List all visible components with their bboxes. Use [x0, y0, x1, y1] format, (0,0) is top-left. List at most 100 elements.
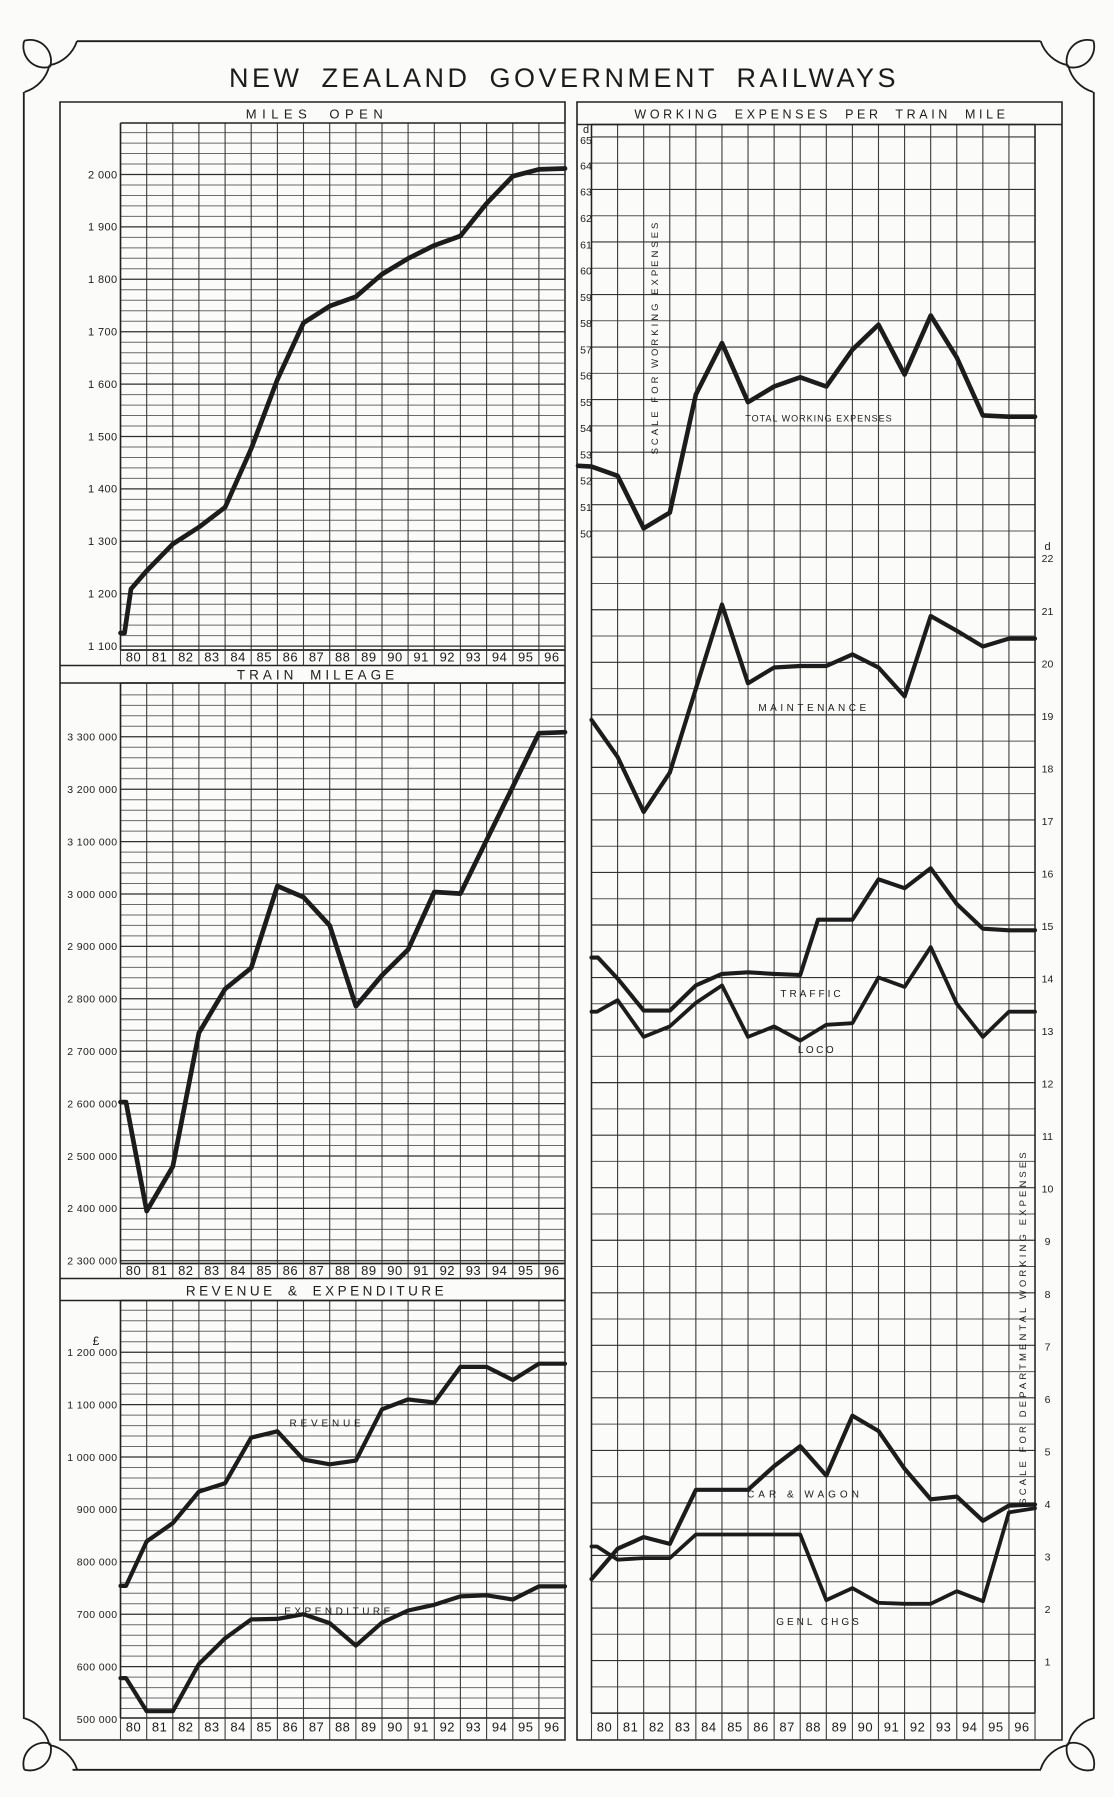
svg-text:91: 91 — [413, 1263, 428, 1278]
svg-text:90: 90 — [387, 650, 402, 665]
svg-text:SCALE FOR DEPARTMENTAL WORKING: SCALE FOR DEPARTMENTAL WORKING EXPENSES — [1018, 1149, 1029, 1504]
svg-text:88: 88 — [805, 1720, 820, 1735]
svg-text:1 500: 1 500 — [88, 431, 118, 443]
svg-text:92: 92 — [440, 1263, 455, 1278]
svg-text:89: 89 — [361, 1720, 376, 1735]
svg-text:WORKING EXPENSES PER TRAIN MIL: WORKING EXPENSES PER TRAIN MILE — [634, 108, 1008, 122]
svg-text:4: 4 — [1045, 1499, 1051, 1511]
svg-text:2 300 000: 2 300 000 — [67, 1256, 117, 1268]
svg-text:800 000: 800 000 — [77, 1557, 118, 1569]
svg-text:63: 63 — [580, 187, 592, 199]
svg-text:CAR & WAGON: CAR & WAGON — [747, 1490, 863, 1501]
svg-text:92: 92 — [440, 1720, 455, 1735]
svg-text:85: 85 — [257, 1720, 272, 1735]
svg-text:86: 86 — [283, 1263, 298, 1278]
svg-text:87: 87 — [309, 650, 324, 665]
svg-text:600 000: 600 000 — [77, 1661, 118, 1673]
svg-text:700 000: 700 000 — [77, 1609, 118, 1621]
svg-text:1 100: 1 100 — [88, 641, 118, 653]
svg-text:95: 95 — [518, 1720, 533, 1735]
svg-text:TRAIN MILEAGE: TRAIN MILEAGE — [237, 668, 398, 683]
svg-text:2 800 000: 2 800 000 — [67, 994, 117, 1006]
svg-text:11: 11 — [1042, 1131, 1053, 1143]
svg-text:2 900 000: 2 900 000 — [67, 941, 117, 953]
svg-text:89: 89 — [361, 1263, 376, 1278]
svg-text:56: 56 — [580, 371, 592, 383]
svg-text:81: 81 — [152, 650, 167, 665]
svg-text:2 600 000: 2 600 000 — [67, 1098, 117, 1110]
svg-text:55: 55 — [580, 397, 592, 409]
svg-text:93: 93 — [466, 1263, 481, 1278]
svg-text:89: 89 — [832, 1720, 847, 1735]
svg-text:91: 91 — [884, 1720, 899, 1735]
svg-text:91: 91 — [413, 1720, 428, 1735]
svg-text:d: d — [1044, 541, 1050, 553]
svg-text:95: 95 — [988, 1720, 1003, 1735]
svg-text:MILES OPEN: MILES OPEN — [246, 107, 388, 122]
svg-text:94: 94 — [492, 1263, 507, 1278]
svg-text:90: 90 — [387, 1263, 402, 1278]
svg-text:d: d — [583, 124, 589, 136]
svg-text:96: 96 — [544, 1263, 559, 1278]
svg-text:2 000: 2 000 — [88, 169, 118, 181]
svg-text:86: 86 — [283, 1720, 298, 1735]
svg-text:21: 21 — [1042, 606, 1054, 618]
svg-text:80: 80 — [126, 650, 141, 665]
svg-text:13: 13 — [1042, 1026, 1054, 1038]
svg-text:3 300 000: 3 300 000 — [67, 732, 117, 744]
svg-text:61: 61 — [580, 239, 592, 251]
svg-text:84: 84 — [230, 1720, 245, 1735]
svg-text:2 400 000: 2 400 000 — [67, 1203, 117, 1215]
svg-text:1 200 000: 1 200 000 — [67, 1347, 117, 1359]
svg-text:17: 17 — [1042, 816, 1054, 828]
svg-text:53: 53 — [580, 449, 592, 461]
svg-text:EXPENDITURE: EXPENDITURE — [284, 1607, 394, 1618]
svg-text:3: 3 — [1045, 1551, 1051, 1563]
svg-text:1 300: 1 300 — [88, 536, 118, 548]
svg-text:85: 85 — [727, 1720, 742, 1735]
svg-text:83: 83 — [204, 1263, 219, 1278]
svg-text:95: 95 — [518, 650, 533, 665]
svg-text:1 900: 1 900 — [88, 222, 118, 234]
svg-text:3 200 000: 3 200 000 — [67, 784, 117, 796]
svg-text:81: 81 — [152, 1720, 167, 1735]
svg-text:7: 7 — [1045, 1341, 1051, 1353]
svg-text:900 000: 900 000 — [77, 1504, 118, 1516]
svg-text:94: 94 — [962, 1720, 977, 1735]
svg-text:TOTAL WORKING EXPENSES: TOTAL WORKING EXPENSES — [745, 414, 892, 424]
svg-text:1 700: 1 700 — [88, 327, 118, 339]
svg-text:GENL CHGS: GENL CHGS — [776, 1617, 862, 1628]
svg-text:62: 62 — [580, 213, 592, 225]
svg-text:51: 51 — [580, 502, 592, 514]
svg-text:58: 58 — [580, 318, 592, 330]
svg-text:REVENUE: REVENUE — [290, 1419, 365, 1430]
svg-text:65: 65 — [580, 135, 592, 147]
svg-text:96: 96 — [544, 650, 559, 665]
svg-text:83: 83 — [204, 1720, 219, 1735]
svg-text:1 800: 1 800 — [88, 274, 118, 286]
svg-text:82: 82 — [178, 1720, 193, 1735]
svg-text:83: 83 — [675, 1720, 690, 1735]
svg-text:81: 81 — [623, 1720, 638, 1735]
svg-text:14: 14 — [1042, 974, 1054, 986]
svg-text:96: 96 — [1014, 1720, 1029, 1735]
svg-text:84: 84 — [230, 1263, 245, 1278]
svg-text:52: 52 — [580, 476, 592, 488]
svg-text:20: 20 — [1042, 658, 1054, 670]
svg-text:84: 84 — [701, 1720, 716, 1735]
svg-text:22: 22 — [1042, 553, 1054, 565]
svg-text:6: 6 — [1045, 1394, 1051, 1406]
svg-text:16: 16 — [1042, 868, 1054, 880]
svg-text:86: 86 — [283, 650, 298, 665]
svg-text:3 000 000: 3 000 000 — [67, 889, 117, 901]
svg-text:SCALE FOR WORKING EXPENSES: SCALE FOR WORKING EXPENSES — [650, 220, 661, 455]
svg-text:89: 89 — [361, 650, 376, 665]
svg-text:1 200: 1 200 — [88, 589, 118, 601]
svg-text:87: 87 — [309, 1720, 324, 1735]
svg-text:8: 8 — [1045, 1289, 1051, 1301]
svg-text:82: 82 — [178, 650, 193, 665]
svg-text:1 600: 1 600 — [88, 379, 118, 391]
svg-text:80: 80 — [126, 1263, 141, 1278]
svg-text:93: 93 — [466, 1720, 481, 1735]
svg-text:60: 60 — [580, 266, 592, 278]
